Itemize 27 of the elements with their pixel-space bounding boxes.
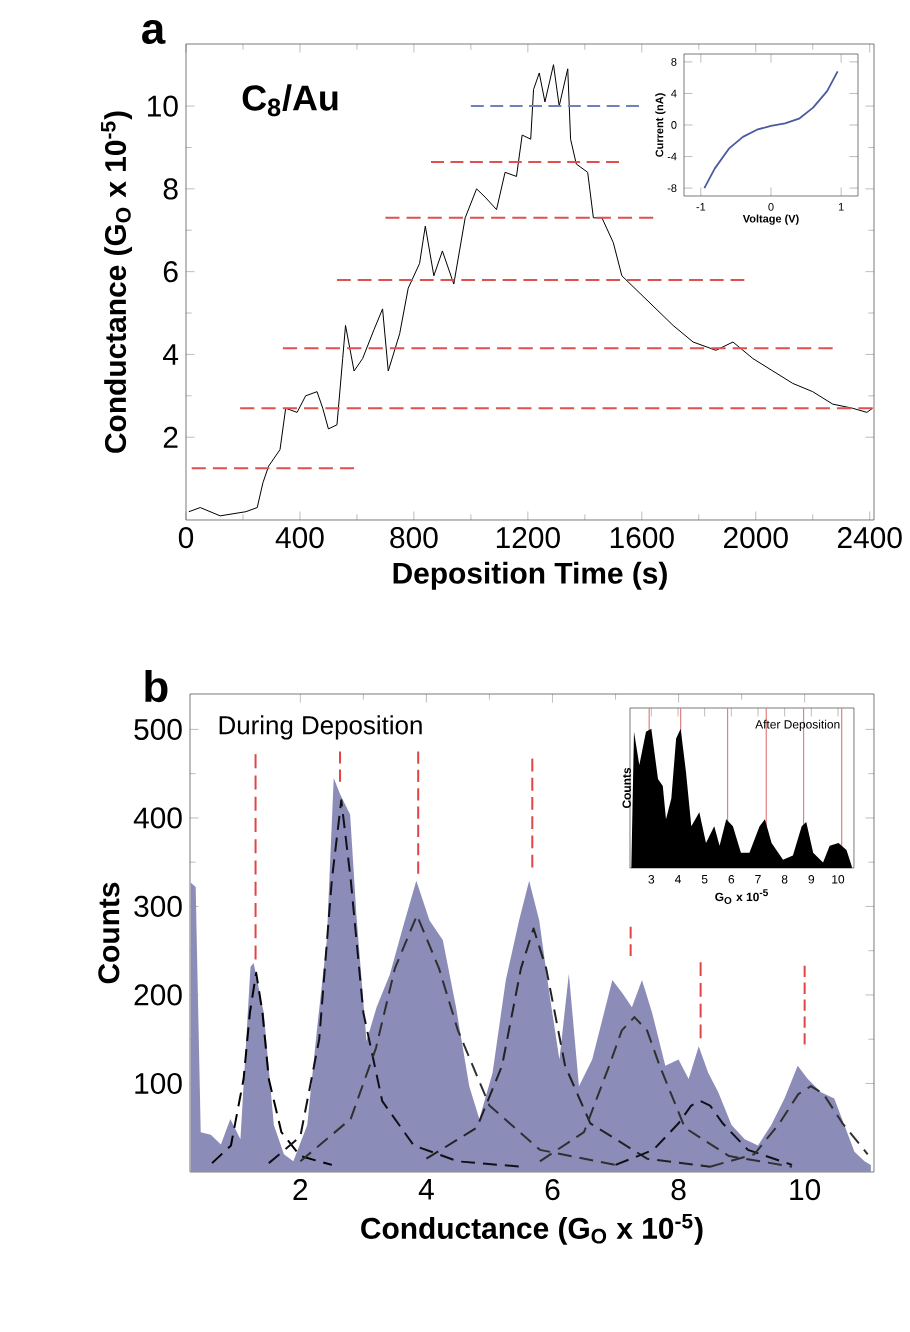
x-tick-label: 6	[545, 1179, 560, 1201]
x-tick-label: 2400	[838, 527, 902, 549]
x-tick-label: 1600	[611, 527, 675, 549]
y-tick-label: 4	[163, 344, 179, 365]
x-tick-label: 4	[418, 1179, 435, 1200]
annotation: C$_{8}$/Au	[242, 84, 338, 117]
x-tick-label: 2000	[724, 527, 788, 549]
y-tick-label: 200	[134, 984, 182, 1006]
y-tick-label: 400	[133, 807, 182, 829]
y-tick-label: 100	[135, 1072, 182, 1095]
x-tick-label: 1200	[497, 527, 561, 549]
chart-title: b	[145, 669, 168, 703]
y-tick-label: 10	[148, 95, 178, 117]
y-tick-label: 2	[164, 426, 178, 448]
y-tick-label: 300	[134, 895, 182, 918]
y-tick-label: 500	[134, 718, 182, 740]
chart-title: a	[142, 20, 166, 45]
x-tick-label: 10	[790, 1179, 821, 1201]
x-tick-label: 800	[390, 527, 438, 549]
y-axis-title: Conductance (G$_{O}$ x 10$^{-5}$)	[101, 111, 133, 453]
x-axis-title: Conductance (G$_{O}$ x 10$^{-5}$)	[361, 1213, 703, 1245]
y-tick-label: 6	[164, 261, 178, 283]
x-tick-label: 2	[293, 1179, 308, 1200]
y-axis-title: Counts	[98, 882, 120, 984]
x-axis-title: Deposition Time (s)	[393, 561, 668, 590]
annotation: During Deposition	[219, 715, 422, 740]
x-tick-label: 400	[275, 527, 324, 549]
